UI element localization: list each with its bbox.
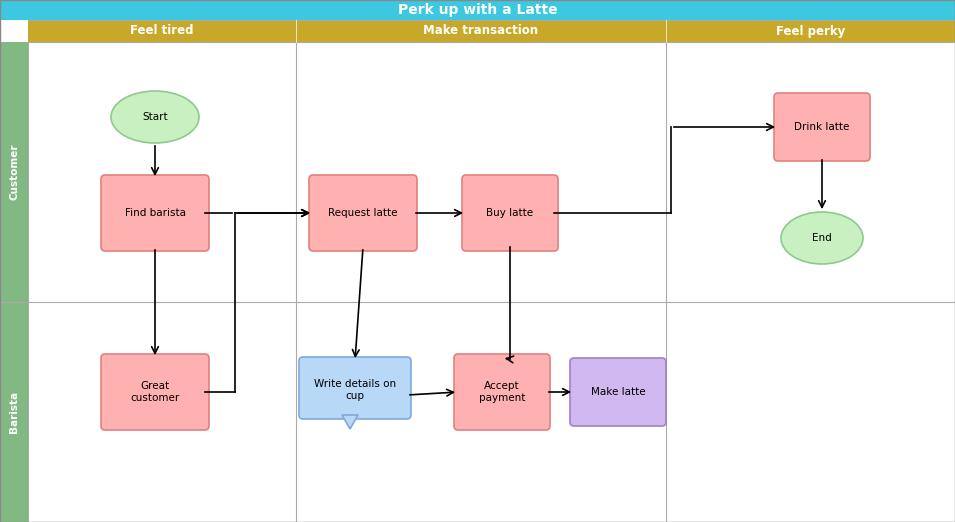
Text: Buy latte: Buy latte — [486, 208, 534, 218]
Text: Feel perky: Feel perky — [775, 25, 845, 38]
Text: Make latte: Make latte — [591, 387, 646, 397]
Text: Find barista: Find barista — [124, 208, 185, 218]
FancyBboxPatch shape — [774, 93, 870, 161]
FancyBboxPatch shape — [454, 354, 550, 430]
FancyBboxPatch shape — [101, 354, 209, 430]
Text: Drink latte: Drink latte — [795, 122, 850, 132]
Text: Accept
payment: Accept payment — [478, 381, 525, 403]
Bar — [0, 302, 28, 522]
Text: Perk up with a Latte: Perk up with a Latte — [397, 3, 558, 17]
Text: Write details on
cup: Write details on cup — [314, 379, 396, 401]
Ellipse shape — [111, 91, 199, 143]
FancyBboxPatch shape — [570, 358, 666, 426]
Text: End: End — [812, 233, 832, 243]
Bar — [0, 0, 955, 20]
Text: Start: Start — [142, 112, 168, 122]
Text: Customer: Customer — [9, 144, 19, 200]
Text: Feel tired: Feel tired — [130, 25, 194, 38]
Ellipse shape — [781, 212, 863, 264]
Text: Make transaction: Make transaction — [423, 25, 539, 38]
Bar — [0, 42, 28, 302]
FancyBboxPatch shape — [462, 175, 558, 251]
Text: Barista: Barista — [9, 391, 19, 433]
Bar — [28, 20, 955, 42]
FancyBboxPatch shape — [101, 175, 209, 251]
FancyBboxPatch shape — [299, 357, 411, 419]
Text: Great
customer: Great customer — [131, 381, 180, 403]
FancyBboxPatch shape — [309, 175, 417, 251]
Polygon shape — [342, 415, 358, 429]
Text: Request latte: Request latte — [329, 208, 397, 218]
